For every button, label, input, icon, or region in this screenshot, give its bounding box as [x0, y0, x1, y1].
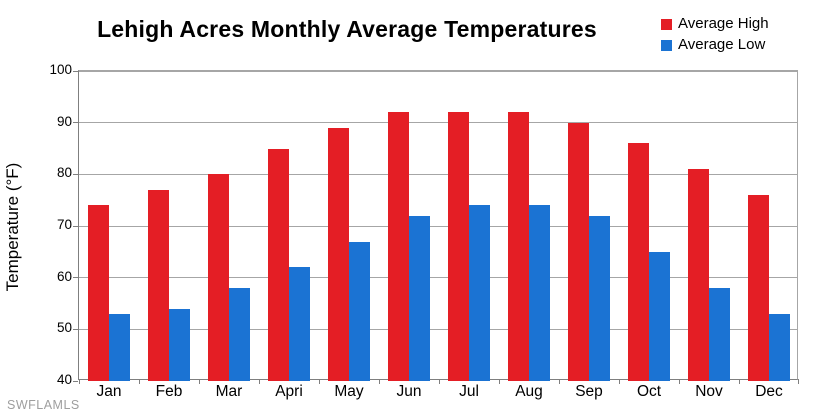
bar-average-high-jun — [388, 112, 409, 381]
x-axis-tick-5 — [379, 379, 380, 384]
x-axis-tick-0 — [79, 379, 80, 384]
x-axis-tick-4 — [319, 379, 320, 384]
x-axis-tick-6 — [439, 379, 440, 384]
gridline-90 — [79, 122, 797, 124]
gridline-80 — [79, 173, 797, 175]
bar-average-high-nov — [688, 169, 709, 381]
x-axis-tick-2 — [199, 379, 200, 384]
y-tick-label-80: 80 — [56, 165, 72, 181]
x-label-apri: Apri — [275, 383, 303, 400]
x-axis-tick-3 — [259, 379, 260, 384]
y-tick-label-50: 50 — [56, 320, 72, 336]
x-label-sep: Sep — [575, 383, 603, 400]
legend-label-low: Average Low — [678, 36, 766, 53]
y-tick-label-90: 90 — [56, 113, 72, 129]
bar-average-low-jan — [109, 313, 130, 381]
bar-average-high-apri — [268, 148, 289, 381]
gridline-50 — [79, 328, 797, 330]
bar-average-high-may — [328, 127, 349, 381]
legend-item-average-high: Average High — [661, 16, 769, 32]
bar-average-low-jul — [469, 205, 490, 381]
bar-average-high-jul — [448, 112, 469, 381]
chart-title: Lehigh Acres Monthly Average Temperature… — [97, 16, 597, 42]
gridline-100 — [79, 70, 797, 72]
x-label-jul: Jul — [459, 383, 479, 400]
bar-average-high-feb — [148, 189, 169, 381]
plot-area: Jan Feb Mar Apri May Jun Jul Aug Sep Oct Nov Dec — [73, 70, 799, 400]
y-tick-label-40: 40 — [56, 372, 72, 387]
x-axis-tick-1 — [139, 379, 140, 384]
bar-average-low-mar — [229, 288, 250, 381]
bar-average-low-feb — [169, 308, 190, 381]
y-tick-label-100: 100 — [49, 62, 72, 77]
x-label-dec: Dec — [755, 383, 783, 400]
bar-average-low-aug — [529, 205, 550, 381]
x-axis-tick-9 — [619, 379, 620, 384]
y-axis-tick-100 — [73, 70, 78, 72]
y-axis-tick-50 — [73, 328, 78, 330]
y-axis-title: Temperature (°F) — [3, 162, 22, 292]
bar-average-low-sep — [589, 215, 610, 381]
x-label-mar: Mar — [215, 383, 243, 400]
bar-average-high-jan — [88, 205, 109, 381]
bar-average-low-may — [349, 241, 370, 381]
bar-average-high-dec — [748, 195, 769, 381]
x-label-jan: Jan — [96, 383, 122, 400]
gridline-70 — [79, 225, 797, 227]
bar-average-low-apri — [289, 267, 310, 381]
x-axis-tick-12 — [798, 379, 799, 384]
x-label-jun: Jun — [396, 383, 422, 400]
legend: Average High Average Low — [661, 16, 769, 53]
legend-item-average-low: Average Low — [661, 37, 769, 53]
y-axis-tick-40 — [73, 380, 78, 382]
bar-average-low-oct — [649, 251, 670, 381]
x-label-may: May — [334, 383, 364, 400]
watermark: SWFLAMLS — [7, 398, 80, 412]
bar-average-low-dec — [769, 313, 790, 381]
bar-average-high-mar — [208, 174, 229, 381]
bar-average-low-jun — [409, 215, 430, 381]
bar-average-high-sep — [568, 122, 589, 381]
legend-swatch-low — [661, 39, 672, 51]
bar-average-high-oct — [628, 143, 649, 381]
legend-swatch-high — [661, 18, 672, 30]
x-axis-tick-7 — [499, 379, 500, 384]
y-tick-label-60: 60 — [56, 268, 72, 284]
gridline-60 — [79, 277, 797, 279]
y-axis-tick-70 — [73, 225, 78, 227]
bar-average-high-aug — [508, 112, 529, 381]
legend-label-high: Average High — [678, 15, 769, 32]
y-axis-tick-60 — [73, 277, 78, 279]
y-axis-tick-80 — [73, 173, 78, 175]
y-axis-tick-90 — [73, 122, 78, 124]
x-axis-tick-11 — [739, 379, 740, 384]
x-axis-tick-10 — [679, 379, 680, 384]
x-axis-tick-8 — [559, 379, 560, 384]
x-label-nov: Nov — [695, 383, 723, 400]
x-label-feb: Feb — [155, 383, 183, 400]
y-tick-label-70: 70 — [56, 217, 72, 232]
x-label-aug: Aug — [515, 383, 543, 400]
bar-average-low-nov — [709, 288, 730, 381]
x-label-oct: Oct — [636, 383, 662, 400]
